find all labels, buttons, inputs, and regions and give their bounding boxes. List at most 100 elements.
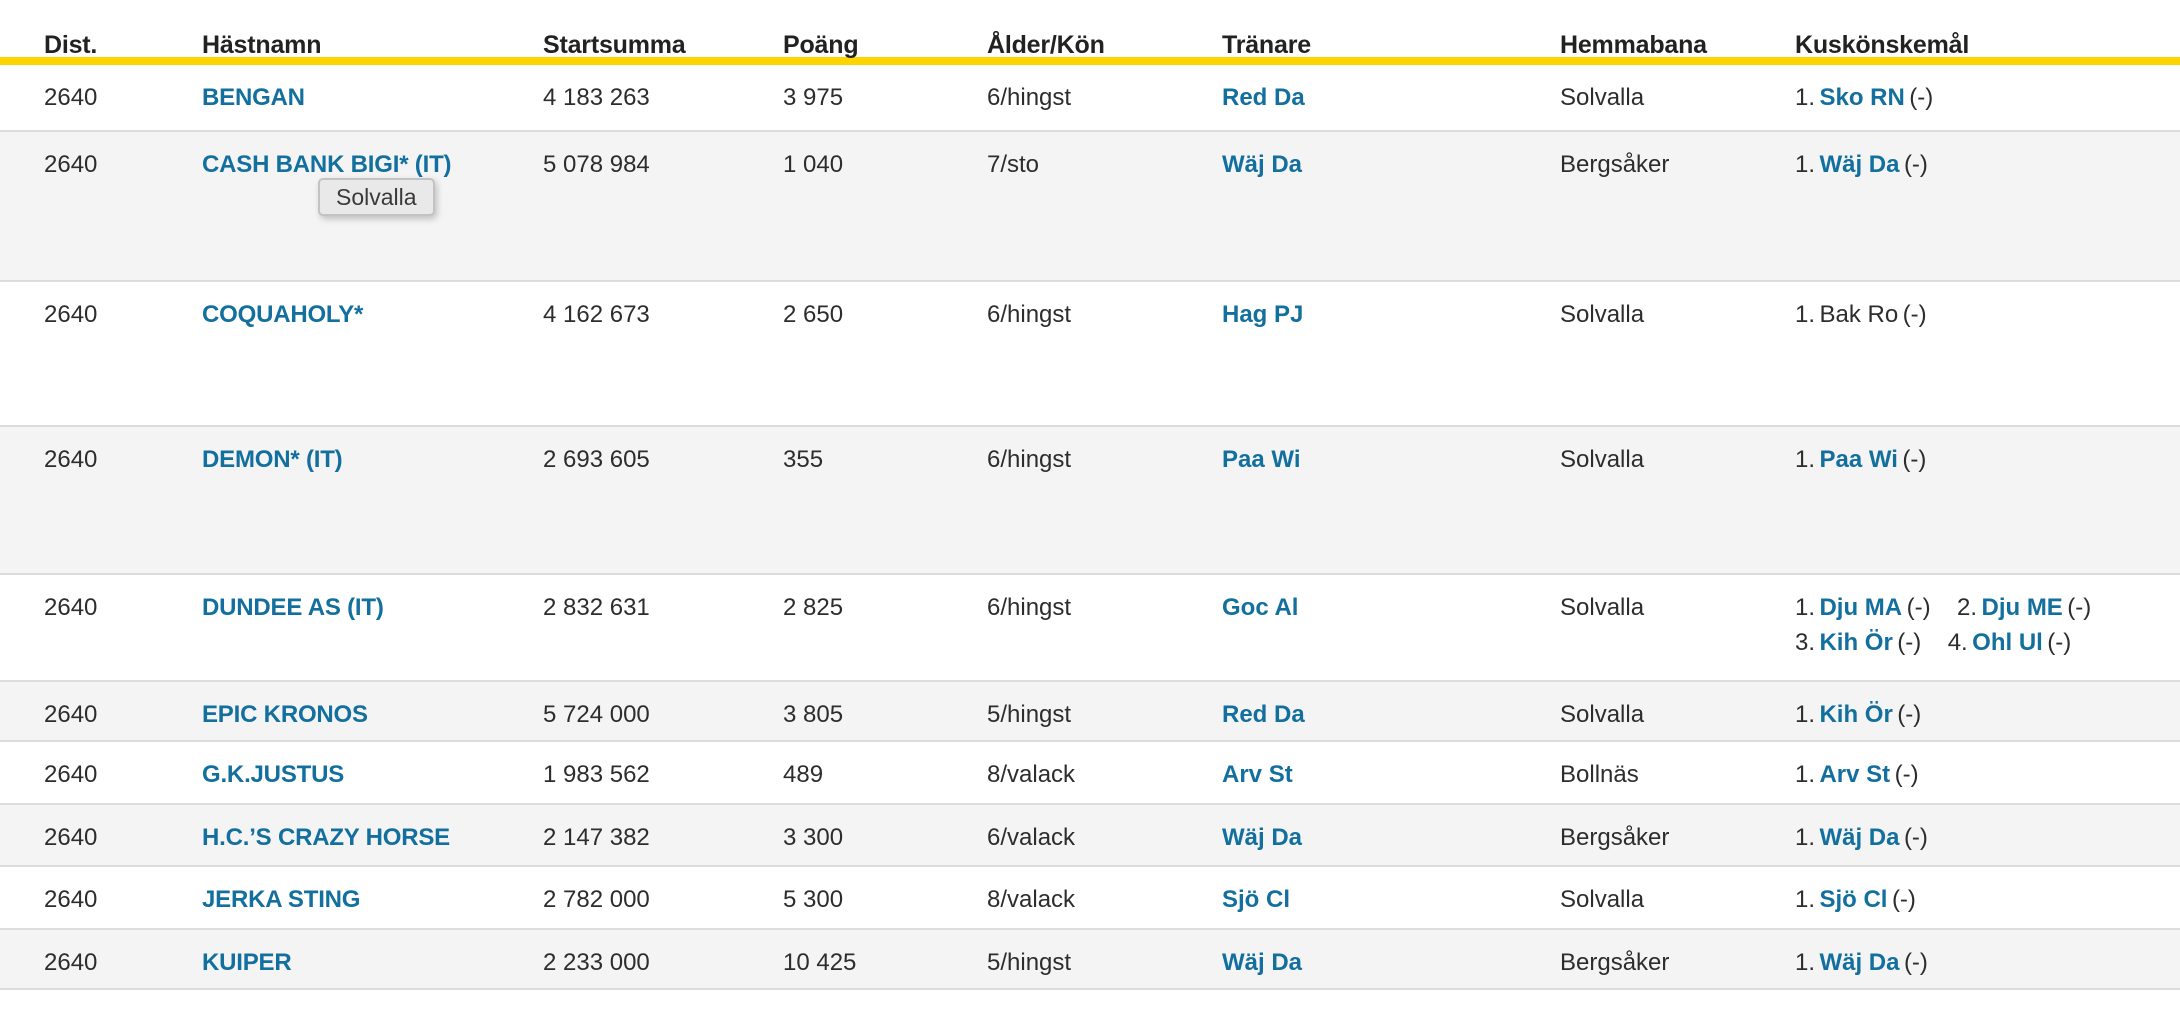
column-header-dist: Dist. (44, 31, 98, 59)
driver-link[interactable]: Wäj Da (1819, 151, 1900, 178)
trainer-link[interactable]: Hag PJ (1222, 301, 1304, 328)
cell-hemmabana: Solvalla (1560, 886, 1645, 913)
kusk-rank: 1. (1795, 886, 1816, 913)
trainer-link[interactable]: Paa Wi (1222, 446, 1301, 473)
kusk-suffix: (-) (1903, 824, 1928, 851)
cell-dist: 2640 (44, 761, 98, 788)
cell-dist: 2640 (44, 886, 98, 913)
cell-alder-kon: 6/hingst (987, 301, 1072, 328)
horse-name-link[interactable]: KUIPER (202, 949, 292, 976)
cell-poang: 5 300 (783, 886, 844, 913)
driver-link[interactable]: Ohl Ul (1972, 629, 2043, 656)
kusk-rank: 1. (1795, 824, 1816, 851)
cell-dist: 2640 (44, 824, 98, 851)
cell-startsumma: 4 162 673 (543, 301, 650, 328)
horse-name-link[interactable]: COQUAHOLY* (202, 301, 364, 328)
cell-startsumma: 5 724 000 (543, 701, 650, 728)
driver-link[interactable]: Paa Wi (1819, 446, 1898, 473)
kusk-suffix: (-) (1906, 594, 1931, 621)
kusk-suffix: (-) (1897, 701, 1922, 728)
cell-dist: 2640 (44, 949, 98, 976)
table-row: 2640 DUNDEE AS (IT) 2 832 631 2 825 6/hi… (0, 573, 2180, 680)
trainer-link[interactable]: Red Da (1222, 701, 1305, 728)
kusk-suffix: (-) (1909, 84, 1934, 111)
kusk-rank: 1. (1795, 594, 1816, 621)
cell-alder-kon: 8/valack (987, 886, 1076, 913)
column-header-alder-kon: Ålder/Kön (987, 31, 1105, 59)
cell-startsumma: 2 693 605 (543, 446, 650, 473)
driver-link[interactable]: Sjö Cl (1819, 886, 1888, 913)
trainer-link[interactable]: Sjö Cl (1222, 886, 1291, 913)
kusk-rank: 1. (1795, 84, 1816, 111)
cell-alder-kon: 6/valack (987, 824, 1076, 851)
table-row: 2640 EPIC KRONOS 5 724 000 3 805 5/hings… (0, 680, 2180, 740)
cell-dist: 2640 (44, 594, 98, 621)
horse-name-link[interactable]: CASH BANK BIGI* (IT) (202, 151, 452, 178)
cell-startsumma: 5 078 984 (543, 151, 650, 178)
driver-link[interactable]: Dju ME (1981, 594, 2063, 621)
cell-dist: 2640 (44, 446, 98, 473)
horse-name-link[interactable]: EPIC KRONOS (202, 701, 368, 728)
horse-name-link[interactable]: DEMON* (IT) (202, 446, 343, 473)
kusk-suffix: (-) (1903, 151, 1928, 178)
driver-link[interactable]: Kih Ör (1819, 701, 1893, 728)
cell-hemmabana: Bergsåker (1560, 949, 1670, 976)
driver-link[interactable]: Sko RN (1819, 84, 1905, 111)
table-row: 2640 JERKA STING 2 782 000 5 300 8/valac… (0, 865, 2180, 928)
trainer-link[interactable]: Wäj Da (1222, 949, 1303, 976)
cell-dist: 2640 (44, 701, 98, 728)
column-header-startsumma: Startsumma (543, 31, 686, 59)
horse-name-link[interactable]: G.K.JUSTUS (202, 761, 345, 788)
trainer-link[interactable]: Wäj Da (1222, 151, 1303, 178)
driver-link[interactable]: Wäj Da (1819, 949, 1900, 976)
cell-alder-kon: 7/sto (987, 151, 1040, 178)
trainer-link[interactable]: Goc Al (1222, 594, 1299, 621)
column-header-poang: Poäng (783, 31, 859, 59)
trainer-link[interactable]: Wäj Da (1222, 824, 1303, 851)
kusk-rank: 1. (1795, 701, 1816, 728)
cell-startsumma: 2 147 382 (543, 824, 650, 851)
horse-name-link[interactable]: DUNDEE AS (IT) (202, 594, 384, 621)
kusk-rank: 1. (1795, 151, 1816, 178)
cell-startsumma: 2 782 000 (543, 886, 650, 913)
kusk-suffix: (-) (1902, 446, 1927, 473)
driver-name: Bak Ro (1819, 301, 1899, 328)
tooltip: Solvalla (318, 178, 435, 216)
table-row: 2640 BENGAN 4 183 263 3 975 6/hingst Red… (0, 65, 2180, 130)
column-header-kuskonskemal: Kuskönskemål (1795, 31, 1970, 59)
driver-link[interactable]: Kih Ör (1819, 629, 1893, 656)
table-row: 2640 DEMON* (IT) 2 693 605 355 6/hingst … (0, 425, 2180, 573)
driver-link[interactable]: Arv St (1819, 761, 1891, 788)
cell-alder-kon: 5/hingst (987, 949, 1072, 976)
table-row: 2640 KUIPER 2 233 000 10 425 5/hingst Wä… (0, 928, 2180, 990)
horse-name-link[interactable]: JERKA STING (202, 886, 361, 913)
cell-hemmabana: Bergsåker (1560, 824, 1670, 851)
cell-hemmabana: Bergsåker (1560, 151, 1670, 178)
kusk-suffix: (-) (1891, 886, 1916, 913)
horse-name-link[interactable]: H.C.’S CRAZY HORSE (202, 824, 450, 851)
cell-hemmabana: Solvalla (1560, 594, 1645, 621)
kusk-rank: 4. (1947, 629, 1968, 656)
trainer-link[interactable]: Arv St (1222, 761, 1293, 788)
cell-dist: 2640 (44, 301, 98, 328)
driver-link[interactable]: Wäj Da (1819, 824, 1900, 851)
cell-poang: 489 (783, 761, 824, 788)
cell-startsumma: 1 983 562 (543, 761, 650, 788)
cell-alder-kon: 8/valack (987, 761, 1076, 788)
kusk-suffix: (-) (1897, 629, 1922, 656)
kusk-rank: 3. (1795, 629, 1816, 656)
cell-startsumma: 2 832 631 (543, 594, 650, 621)
kusk-suffix: (-) (1894, 761, 1919, 788)
kusk-rank: 1. (1795, 761, 1816, 788)
trainer-link[interactable]: Red Da (1222, 84, 1305, 111)
cell-poang: 355 (783, 446, 824, 473)
driver-link[interactable]: Dju MA (1819, 594, 1903, 621)
table-row: 2640 COQUAHOLY* 4 162 673 2 650 6/hingst… (0, 280, 2180, 425)
cell-alder-kon: 5/hingst (987, 701, 1072, 728)
cell-hemmabana: Bollnäs (1560, 761, 1639, 788)
cell-hemmabana: Solvalla (1560, 301, 1645, 328)
cell-poang: 2 825 (783, 594, 844, 621)
yellow-divider (0, 57, 2180, 65)
horse-name-link[interactable]: BENGAN (202, 84, 305, 111)
